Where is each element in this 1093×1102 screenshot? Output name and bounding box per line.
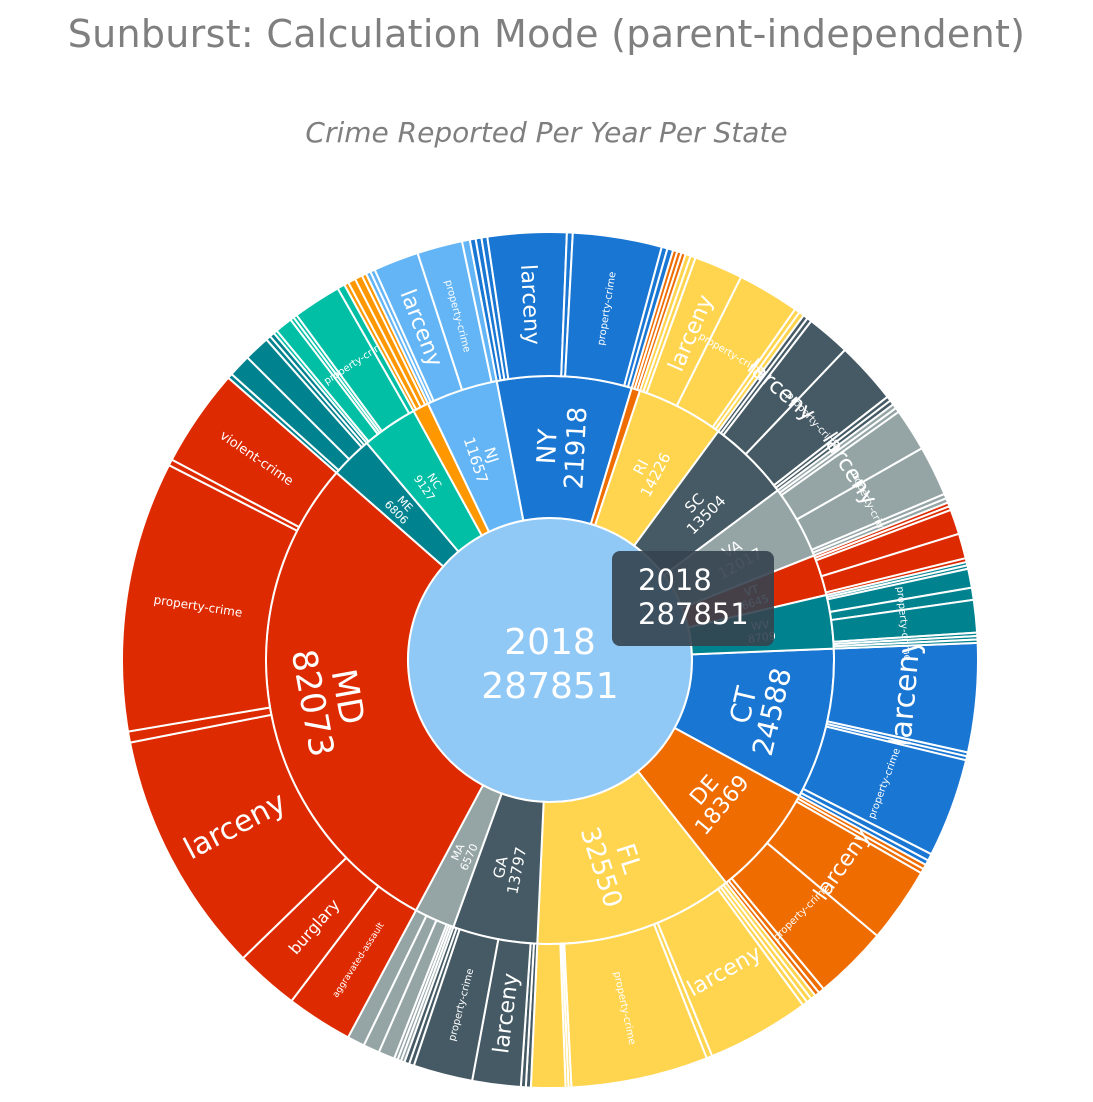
state-group-ny[interactable]	[468, 231, 675, 526]
root-value: 287851	[481, 666, 618, 707]
state-group-nc[interactable]	[272, 283, 484, 553]
state-group-nj[interactable]	[364, 238, 525, 534]
state-group-unlabeled[interactable]	[589, 248, 687, 527]
state-group-ri[interactable]	[593, 252, 806, 548]
crime-slice-wv-7[interactable]	[832, 638, 979, 650]
page-title: Sunburst: Calculation Mode (parent-indep…	[67, 12, 1026, 56]
state-group-ma[interactable]	[346, 783, 503, 1064]
state-group-fl[interactable]	[529, 769, 817, 1089]
state-group-ct[interactable]	[673, 641, 979, 867]
state-label-ny: NY21918	[531, 405, 594, 491]
state-group-me[interactable]	[226, 331, 460, 568]
crime-label-ny-larceny: larceny	[515, 264, 544, 346]
state-group-sc[interactable]	[632, 313, 895, 577]
chart-title: Crime Reported Per Year Per State	[305, 116, 788, 149]
state-group-ga[interactable]	[403, 792, 545, 1089]
state-group-md[interactable]	[121, 376, 485, 1039]
tooltip-label: 2018	[638, 563, 712, 597]
root-label: 2018	[504, 622, 596, 663]
tooltip-value: 287851	[638, 597, 749, 631]
state-group-unlabeled[interactable]	[342, 272, 491, 537]
hover-tooltip: 2018 287851	[612, 551, 774, 646]
